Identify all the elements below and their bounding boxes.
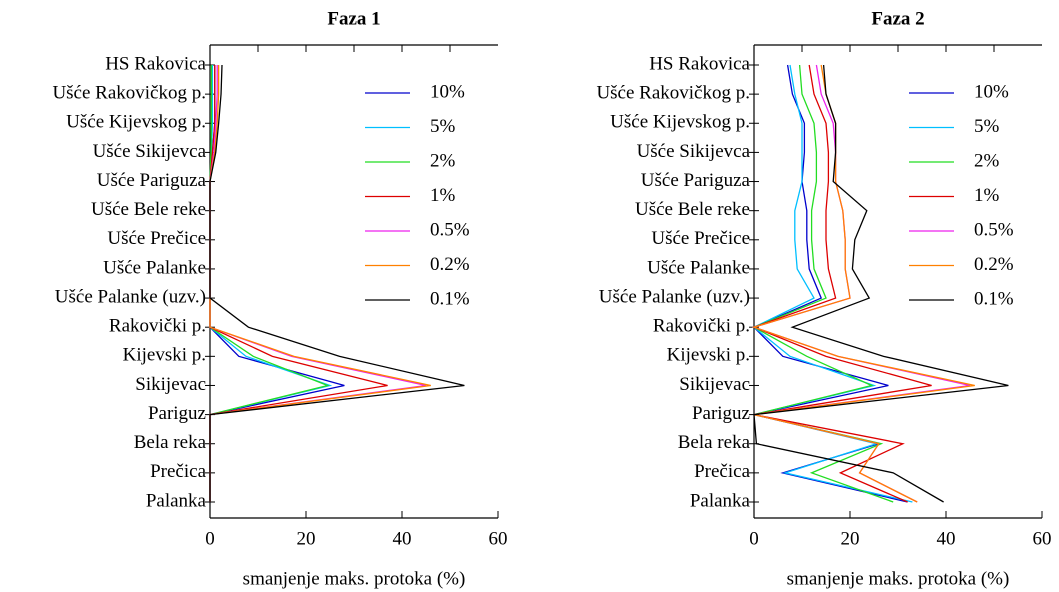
y-tick-label: Ušće Palanke — [647, 257, 750, 278]
y-tick-label: Ušće Palanke — [103, 257, 206, 278]
x-tick-label: 20 — [297, 528, 316, 549]
series-line — [752, 64, 894, 503]
y-tick-label: Prečica — [150, 461, 206, 482]
y-tick-label: Ušće Bele reke — [635, 199, 750, 220]
legend-label: 0.1% — [974, 288, 1014, 309]
legend-label: 10% — [430, 81, 465, 102]
x-tick-label: 0 — [749, 528, 759, 549]
x-tick-label: 0 — [205, 528, 215, 549]
y-tick-label: Pariguz — [692, 403, 750, 424]
legend-label: 0.2% — [430, 254, 470, 275]
series-line — [752, 64, 932, 503]
y-tick-label: Palanka — [690, 490, 751, 511]
legend-label: 5% — [430, 116, 456, 137]
legend-label: 10% — [974, 81, 1009, 102]
y-tick-label: Ušće Palanke (uzv.) — [599, 286, 750, 307]
x-tick-label: 60 — [489, 528, 508, 549]
series-line — [752, 64, 908, 503]
y-tick-label: Ušće Rakovičkog p. — [596, 82, 750, 103]
y-tick-label: Ušće Kijevskog p. — [610, 112, 750, 133]
series-line — [751, 64, 971, 503]
legend-label: 2% — [974, 150, 1000, 171]
y-tick-label: Ušće Pariguza — [641, 170, 751, 191]
series-line — [209, 65, 345, 502]
chart-title: Faza 1 — [327, 8, 380, 29]
x-tick-label: 20 — [841, 528, 860, 549]
y-tick-label: Kijevski p. — [667, 345, 750, 366]
legend-label: 0.5% — [430, 219, 470, 240]
y-tick-label: Bela reka — [134, 432, 207, 453]
y-tick-label: Ušće Kijevskog p. — [66, 112, 206, 133]
y-tick-label: Prečica — [694, 461, 750, 482]
chart-title: Faza 2 — [871, 8, 924, 29]
series-line — [209, 65, 333, 502]
legend-label: 1% — [430, 185, 456, 206]
y-tick-label: Rakovički p. — [109, 316, 206, 337]
series-line — [209, 64, 465, 502]
legend-label: 5% — [974, 116, 1000, 137]
y-tick-label: Ušće Sikijevca — [637, 141, 751, 162]
series-line — [753, 64, 1009, 503]
y-tick-label: Ušće Palanke (uzv.) — [55, 286, 206, 307]
y-tick-label: Ušće Prečice — [651, 228, 750, 249]
series-line — [209, 65, 431, 502]
y-tick-label: Ušće Sikijevca — [93, 141, 207, 162]
y-tick-label: Pariguz — [148, 403, 206, 424]
x-tick-label: 40 — [937, 528, 956, 549]
y-tick-label: Sikijevac — [679, 374, 750, 395]
x-tick-label: 40 — [393, 528, 412, 549]
y-tick-label: Sikijevac — [135, 374, 206, 395]
legend-label: 0.5% — [974, 219, 1014, 240]
legend-label: 1% — [974, 185, 1000, 206]
y-tick-label: Ušće Bele reke — [91, 199, 206, 220]
y-tick-label: Palanka — [146, 490, 207, 511]
legend-label: 0.1% — [430, 288, 470, 309]
series-line — [209, 65, 330, 502]
x-tick-label: 60 — [1033, 528, 1052, 549]
series-line — [209, 65, 388, 502]
x-axis-label: smanjenje maks. protoka (%) — [243, 568, 466, 589]
y-tick-label: Ušće Prečice — [107, 228, 206, 249]
y-tick-label: Bela reka — [678, 432, 751, 453]
y-tick-label: Rakovički p. — [653, 316, 750, 337]
y-tick-label: HS Rakovica — [649, 53, 750, 74]
y-tick-label: HS Rakovica — [105, 53, 206, 74]
x-axis-label: smanjenje maks. protoka (%) — [787, 568, 1010, 589]
y-tick-label: Ušće Pariguza — [97, 170, 207, 191]
legend-label: 0.2% — [974, 254, 1014, 275]
y-tick-label: Ušće Rakovičkog p. — [52, 82, 206, 103]
y-tick-label: Kijevski p. — [123, 345, 206, 366]
series-line — [209, 65, 427, 502]
legend-label: 2% — [430, 150, 456, 171]
